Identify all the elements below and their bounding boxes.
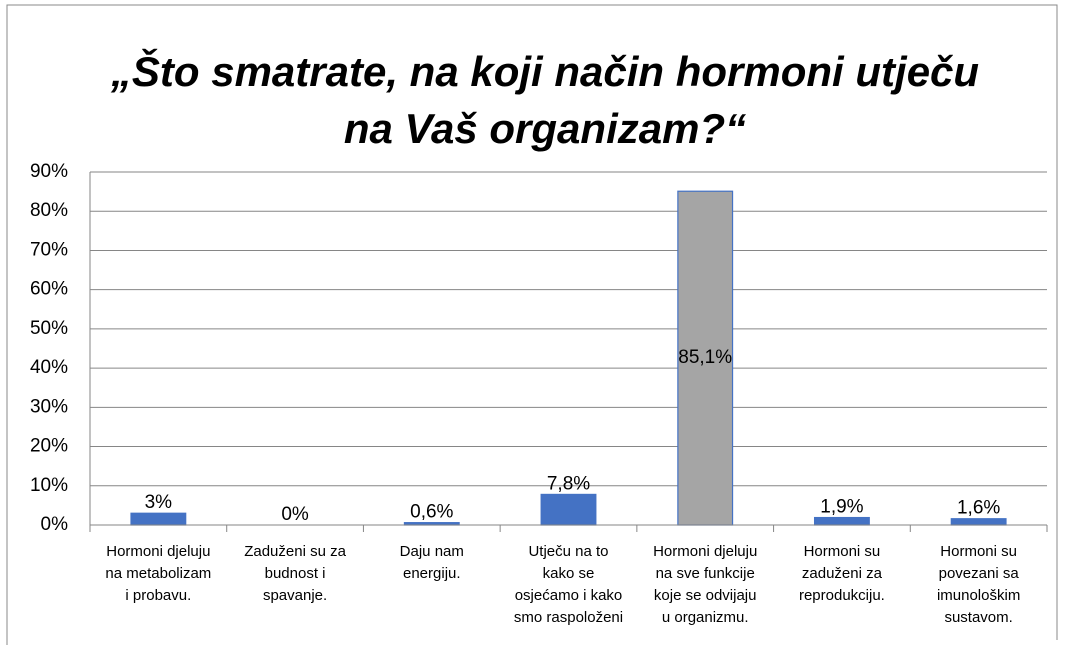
x-tick-label: Daju nam (400, 543, 464, 560)
x-tick-label: kako se (543, 565, 595, 582)
bar (950, 518, 1007, 526)
value-label: 1,6% (957, 498, 1000, 519)
x-tick-label: smo raspoloženi (514, 609, 623, 626)
value-label: 85,1% (678, 347, 732, 368)
value-label: 0% (281, 504, 309, 525)
x-tick-label: na sve funkcije (656, 565, 755, 582)
x-tick-label: Hormoni su (940, 543, 1017, 560)
x-tick-label: Zaduženi su za (244, 543, 346, 560)
value-label: 3% (145, 492, 173, 513)
x-tick-label: na metabolizam (105, 565, 211, 582)
x-tick-label: osjećamo i kako (515, 587, 623, 604)
x-tick-label: spavanje. (263, 587, 327, 604)
bar (813, 516, 870, 526)
y-tick-label: 80% (30, 200, 68, 221)
chart-frame (6, 4, 1058, 645)
x-tick-label: energiju. (403, 565, 461, 582)
x-tick-label: Hormoni djeluju (653, 543, 757, 560)
x-tick-label: sustavom. (944, 609, 1012, 626)
x-tick-label: Utječu na to (528, 543, 608, 560)
y-tick-label: 30% (30, 396, 68, 417)
y-tick-label: 50% (30, 318, 68, 339)
y-tick-label: 0% (41, 514, 69, 535)
chart-title: na Vaš organizam?“ (344, 105, 746, 152)
x-tick-label: Hormoni djeluju (106, 543, 210, 560)
x-tick-label: koje se odvijaju (654, 587, 757, 604)
x-tick-label: Hormoni su (804, 543, 881, 560)
x-tick-label: povezani sa (939, 565, 1020, 582)
value-label: 1,9% (820, 497, 863, 518)
chart-title: „Što smatrate, na koji način hormoni utj… (110, 47, 979, 95)
y-tick-label: 10% (30, 475, 68, 496)
x-tick-label: i probavu. (125, 587, 191, 604)
y-tick-label: 60% (30, 279, 68, 300)
y-tick-label: 70% (30, 239, 68, 260)
x-tick-label: budnost i (265, 565, 326, 582)
y-tick-label: 40% (30, 357, 68, 378)
bar (677, 190, 734, 526)
value-label: 0,6% (410, 502, 453, 523)
y-tick-label: 20% (30, 436, 68, 457)
x-tick-label: reprodukciju. (799, 587, 885, 604)
x-tick-label: imunološkim (937, 587, 1020, 604)
x-tick-label: u organizmu. (662, 609, 749, 626)
value-label: 7,8% (547, 473, 590, 494)
bar (540, 493, 597, 526)
y-tick-label: 90% (30, 161, 68, 182)
x-tick-label: zaduženi za (802, 565, 883, 582)
bar (130, 512, 187, 526)
